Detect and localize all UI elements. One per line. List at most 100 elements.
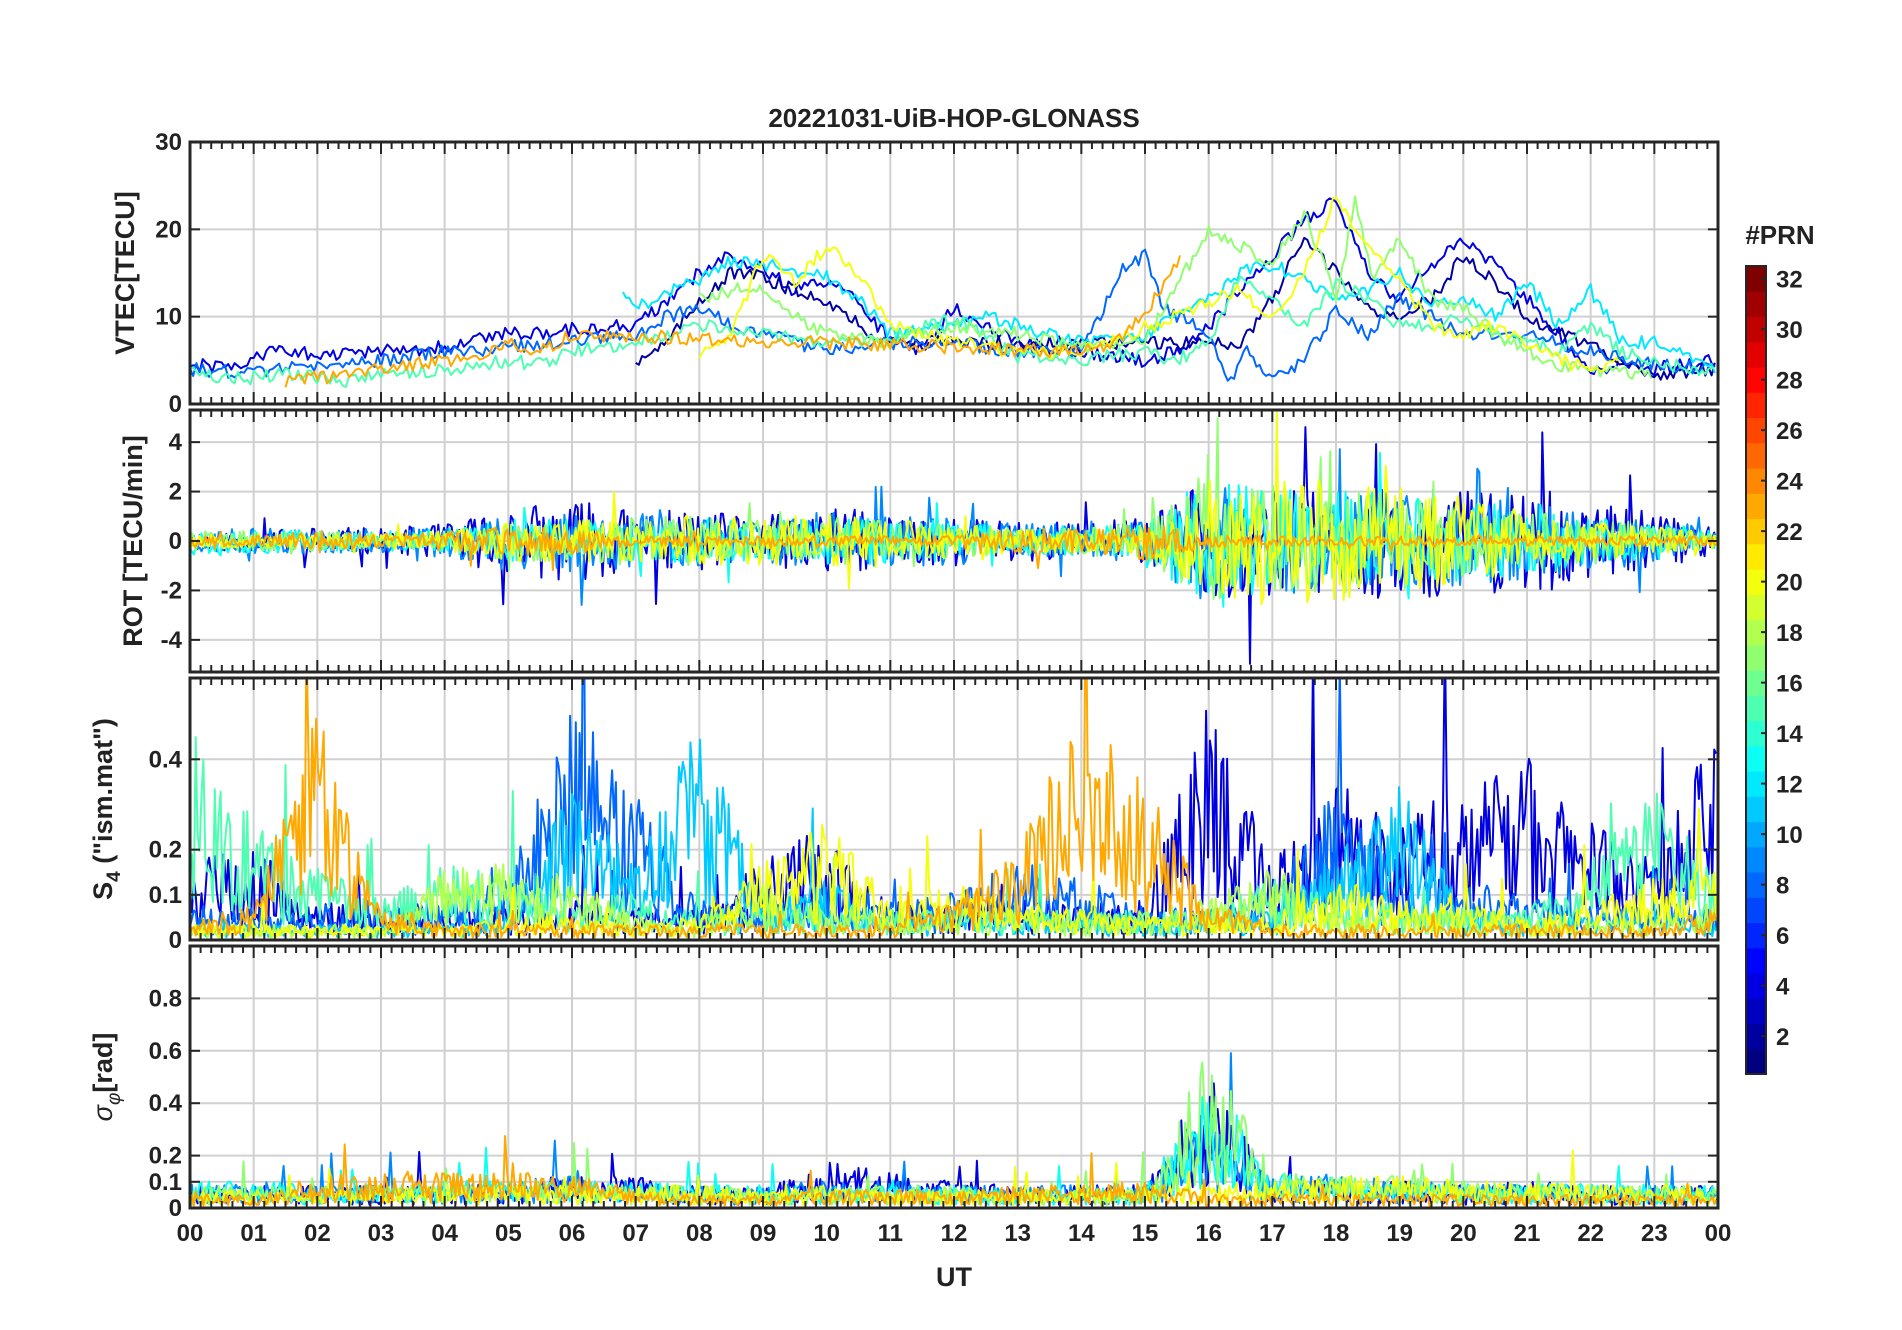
x-tick-label: 13 bbox=[1004, 1220, 1031, 1247]
colorbar-swatch bbox=[1746, 594, 1766, 621]
x-tick-label: 06 bbox=[559, 1220, 586, 1247]
yticks-sigma-phi: 00.10.2 0.4 0.6 0.8 bbox=[149, 985, 183, 1222]
x-tick-label: 08 bbox=[686, 1220, 713, 1247]
colorbar-tick-label: 24 bbox=[1776, 469, 1803, 496]
colorbar-swatch bbox=[1746, 947, 1766, 974]
y-tick-label: 0.2 bbox=[149, 1143, 182, 1170]
series-prn-2 bbox=[635, 236, 1716, 381]
colorbar-swatch bbox=[1746, 1023, 1766, 1050]
ylabel-vtec: VTEC[TECU] bbox=[110, 191, 140, 355]
colorbar-tick-label: 4 bbox=[1776, 974, 1790, 1001]
series-prn-23 bbox=[190, 525, 1717, 572]
colorbar-tick-label: 12 bbox=[1776, 772, 1803, 799]
x-tick-label: 01 bbox=[240, 1220, 267, 1247]
y-tick-label: 30 bbox=[155, 129, 182, 156]
ylabel-sigma-phi: σφ[rad] bbox=[88, 1033, 125, 1122]
ylabel-rot: ROT [TECU/min] bbox=[118, 435, 148, 646]
colorbar-tick-label: 28 bbox=[1776, 368, 1803, 395]
colorbar-swatch bbox=[1746, 569, 1766, 595]
y-tick-label: 0.1 bbox=[149, 1169, 182, 1196]
colorbar-tick-label: 16 bbox=[1776, 671, 1803, 698]
series-prn-17 bbox=[698, 195, 1653, 380]
x-tick-label: 09 bbox=[750, 1220, 777, 1247]
x-tick-label: 03 bbox=[368, 1220, 395, 1247]
colorbar-swatch bbox=[1746, 266, 1766, 292]
x-tick-label: 11 bbox=[878, 1220, 903, 1247]
colorbar-box bbox=[1745, 265, 1767, 1075]
y-tick-label: 0.2 bbox=[149, 837, 182, 864]
colorbar-tick-label: 8 bbox=[1776, 873, 1789, 900]
series-prn-4 bbox=[190, 197, 1716, 377]
series-prn-20 bbox=[190, 411, 1718, 606]
panel-sigma-phi: 00.10.2 0.4 0.6 0.8 σφ[rad] bbox=[88, 944, 1720, 1222]
colorbar-swatch bbox=[1746, 745, 1766, 772]
y-tick-label: 0 bbox=[169, 391, 182, 418]
tickmarks-vtec bbox=[189, 141, 1719, 405]
ylabel-s4: S4 ("ism.mat") bbox=[88, 718, 125, 900]
yticks-s4: 0 0.1 0.2 0.4 bbox=[149, 746, 183, 954]
y-tick-label: 0.4 bbox=[149, 746, 183, 773]
colorbar-tick-label: 26 bbox=[1776, 418, 1803, 445]
colorbar-swatches bbox=[1746, 266, 1766, 1075]
x-tick-label: 10 bbox=[813, 1220, 840, 1247]
y-tick-label: 10 bbox=[155, 304, 182, 331]
x-tick-label: 05 bbox=[495, 1220, 522, 1247]
x-axis-label: UT bbox=[936, 1262, 972, 1292]
x-tick-label: 12 bbox=[941, 1220, 968, 1247]
colorbar-swatch bbox=[1746, 771, 1766, 797]
x-tick-label: 16 bbox=[1195, 1220, 1222, 1247]
x-tick-label: 07 bbox=[622, 1220, 649, 1247]
series-vtec bbox=[190, 195, 1716, 388]
x-tick-label: 18 bbox=[1323, 1220, 1350, 1247]
tickmarks-sigma-phi bbox=[189, 946, 1719, 1209]
colorbar-swatch bbox=[1746, 846, 1766, 873]
yticks-vtec: 0 10 20 30 bbox=[155, 129, 182, 418]
y-tick-label: 0 bbox=[169, 528, 182, 555]
colorbar-swatch bbox=[1746, 468, 1766, 494]
colorbar-tick-label: 2 bbox=[1776, 1024, 1789, 1051]
colorbar-swatch bbox=[1746, 291, 1766, 318]
colorbar-swatch bbox=[1746, 973, 1766, 999]
colorbar-swatch bbox=[1746, 670, 1766, 696]
y-tick-label: 0.8 bbox=[149, 985, 182, 1012]
colorbar-swatch bbox=[1746, 720, 1766, 747]
x-tick-label: 22 bbox=[1577, 1220, 1604, 1247]
colorbar-swatch bbox=[1746, 897, 1766, 924]
colorbar-tick-label: 30 bbox=[1776, 317, 1803, 344]
y-tick-label: 20 bbox=[155, 216, 182, 243]
colorbar-swatch bbox=[1746, 543, 1766, 570]
colorbar-swatch bbox=[1746, 619, 1766, 646]
colorbar-swatch bbox=[1746, 316, 1766, 343]
panel-vtec: 0 10 20 30 VTEC[TECU] bbox=[110, 129, 1720, 418]
yticks-rot: -4 -2 0 2 4 bbox=[161, 429, 183, 654]
colorbar-swatch bbox=[1746, 392, 1766, 419]
x-tick-label: 19 bbox=[1386, 1220, 1413, 1247]
y-tick-label: -4 bbox=[161, 627, 183, 654]
colorbar-swatch bbox=[1746, 872, 1766, 898]
series-prn-15 bbox=[190, 275, 1715, 388]
colorbar-swatch bbox=[1746, 695, 1766, 722]
chart-title: 20221031-UiB-HOP-GLONASS bbox=[768, 103, 1139, 133]
y-tick-label: 0.1 bbox=[149, 882, 182, 909]
x-tick-label: 00 bbox=[177, 1220, 204, 1247]
y-tick-label: 4 bbox=[169, 429, 183, 456]
colorbar-tick-label: 22 bbox=[1776, 519, 1803, 546]
colorbar-tick-label: 10 bbox=[1776, 822, 1803, 849]
series-rot bbox=[190, 411, 1718, 665]
y-tick-label: 0 bbox=[169, 927, 182, 954]
colorbar-swatch bbox=[1746, 367, 1766, 393]
x-tick-labels: 00 01 02 03 04 05 06 07 08 09 10 11 12 13 14 15 16 17 18 19… bbox=[177, 1220, 1732, 1247]
colorbar-swatch bbox=[1746, 821, 1766, 848]
colorbar-tick-label: 18 bbox=[1776, 620, 1803, 647]
series-prn-20 bbox=[698, 196, 1621, 372]
colorbar-swatch bbox=[1746, 796, 1766, 823]
colorbar-swatch bbox=[1746, 922, 1766, 949]
colorbar-tick-label: 6 bbox=[1776, 923, 1789, 950]
colorbar-tick-label: 20 bbox=[1776, 570, 1803, 597]
colorbar-tick-label: 32 bbox=[1776, 267, 1803, 294]
tickmarks-rot bbox=[189, 410, 1719, 672]
colorbar-swatch bbox=[1746, 644, 1766, 671]
